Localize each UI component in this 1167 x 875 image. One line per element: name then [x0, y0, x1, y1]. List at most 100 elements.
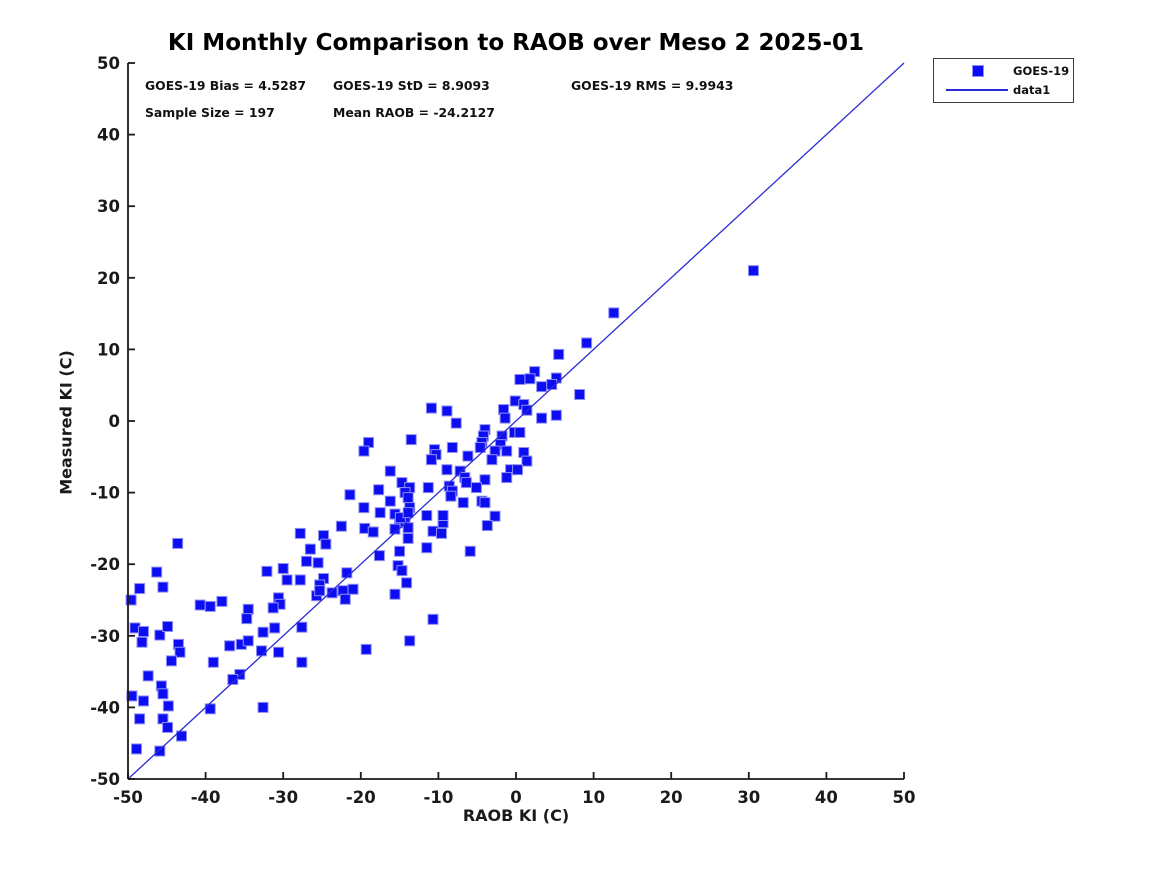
x-tick-label: -20	[346, 788, 376, 807]
scatter-point	[437, 510, 449, 522]
scatter-point	[536, 381, 548, 393]
scatter-point	[138, 626, 150, 638]
x-tick-label: -50	[113, 788, 143, 807]
scatter-point	[425, 402, 437, 414]
y-tick-label: 30	[97, 197, 120, 216]
x-tick-label: 10	[582, 788, 605, 807]
y-tick-label: 20	[97, 269, 120, 288]
scatter-point	[460, 477, 472, 489]
scatter-point	[441, 405, 453, 417]
scatter-point	[294, 527, 306, 539]
scatter-point	[241, 613, 253, 625]
x-tick-label: 40	[815, 788, 838, 807]
scatter-point	[396, 565, 408, 577]
scatter-point	[277, 562, 289, 574]
scatter-point	[402, 532, 414, 544]
scatter-point	[134, 713, 146, 725]
scatter-point	[172, 537, 184, 549]
scatter-point	[296, 621, 308, 633]
scatter-point	[441, 464, 453, 476]
y-tick-label: 10	[97, 340, 120, 359]
stat-bias: GOES-19 Bias = 4.5287	[145, 78, 307, 93]
legend-item-goes19: GOES-19	[934, 61, 1073, 81]
scatter-point	[320, 538, 332, 550]
square-marker-icon	[973, 66, 983, 76]
scatter-point	[470, 482, 482, 494]
scatter-point	[474, 441, 486, 453]
scatter-point	[126, 690, 138, 702]
scatter-point	[501, 445, 513, 457]
scatter-point	[339, 593, 351, 605]
stat-sample-size: Sample Size = 197	[145, 105, 275, 120]
scatter-point	[257, 701, 269, 713]
scatter-point	[162, 721, 174, 733]
legend: GOES-19 data1	[933, 58, 1074, 103]
x-tick-label: 20	[660, 788, 683, 807]
scatter-point	[402, 492, 414, 504]
scatter-point	[514, 426, 526, 438]
scatter-point	[499, 412, 511, 424]
scatter-point	[404, 635, 416, 647]
scatter-point	[344, 489, 356, 501]
scatter-point	[521, 455, 533, 467]
scatter-point	[389, 523, 401, 535]
scatter-point	[608, 307, 620, 319]
scatter-point	[154, 745, 166, 757]
scatter-point	[512, 464, 524, 476]
scatter-point	[445, 490, 457, 502]
scatter-point	[162, 620, 174, 632]
scatter-point	[176, 730, 188, 742]
scatter-point	[142, 670, 154, 682]
scatter-point	[242, 603, 254, 615]
x-tick-label: 30	[737, 788, 760, 807]
scatter-point	[358, 445, 370, 457]
scatter-point	[157, 688, 169, 700]
scatter-point	[389, 588, 401, 600]
legend-item-data1: data1	[934, 80, 1073, 100]
scatter-point	[136, 636, 148, 648]
y-tick-label: 50	[97, 54, 120, 73]
scatter-point	[489, 510, 501, 522]
scatter-point	[304, 543, 316, 555]
y-tick-label: 40	[97, 126, 120, 145]
scatter-point	[347, 583, 359, 595]
scatter-point	[335, 520, 347, 532]
scatter-point	[427, 613, 439, 625]
scatter-point	[425, 454, 437, 466]
x-axis-label: RAOB KI (C)	[462, 806, 570, 825]
scatter-point	[360, 643, 372, 655]
x-tick-label: -30	[268, 788, 298, 807]
legend-label: data1	[1013, 83, 1051, 97]
legend-label: GOES-19	[1013, 64, 1070, 78]
scatter-point	[157, 581, 169, 593]
scatter-point	[300, 555, 312, 567]
scatter-point	[162, 700, 174, 712]
scatter-point	[138, 695, 150, 707]
scatter-point	[294, 574, 306, 586]
scatter-point	[374, 507, 386, 519]
scatter-point	[384, 465, 396, 477]
scatter-point	[402, 522, 414, 534]
scatter-point	[131, 743, 143, 755]
scatter-point	[314, 585, 326, 597]
scatter-point	[273, 646, 285, 658]
scatter-point	[255, 645, 267, 657]
scatter-point	[261, 565, 273, 577]
scatter-point	[479, 497, 491, 509]
y-tick-label: -30	[90, 627, 120, 646]
scatter-point	[384, 495, 396, 507]
scatter-point	[312, 557, 324, 569]
scatter-point	[257, 626, 269, 638]
x-tick-label: -40	[191, 788, 221, 807]
scatter-point	[436, 527, 448, 539]
y-tick-label: 0	[109, 412, 120, 431]
y-tick-label: -40	[90, 698, 120, 717]
scatter-point	[464, 545, 476, 557]
y-tick-label: -50	[90, 770, 120, 789]
scatter-point	[421, 542, 433, 554]
scatter-point	[479, 474, 491, 486]
scatter-point	[421, 510, 433, 522]
scatter-point	[216, 595, 228, 607]
stat-rms: GOES-19 RMS = 9.9943	[571, 78, 734, 93]
